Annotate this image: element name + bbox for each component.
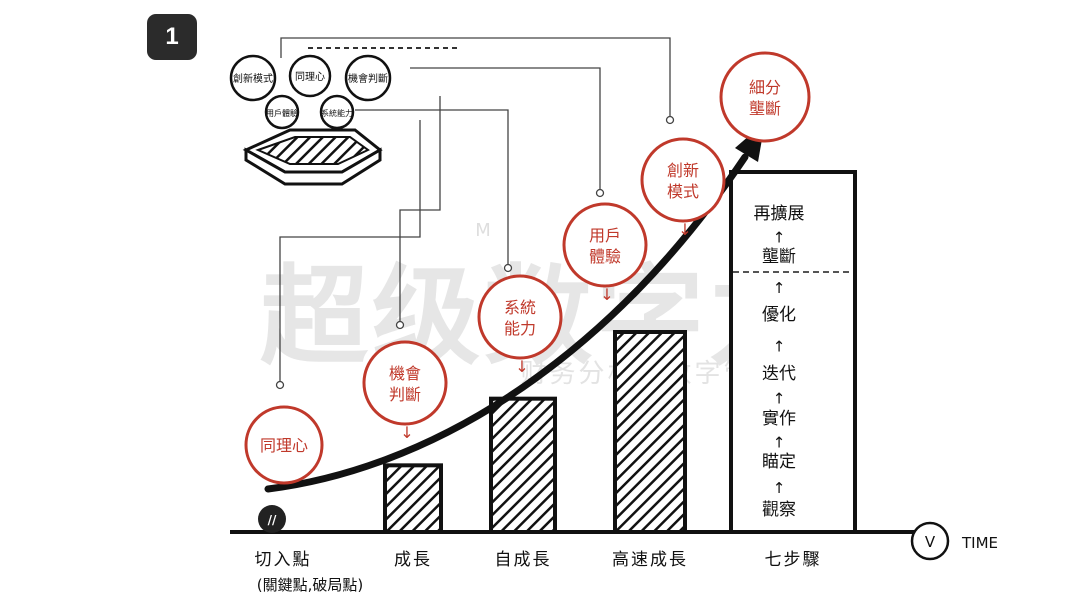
connector-end-dot xyxy=(503,263,513,273)
step-label-4: 優化 xyxy=(762,305,796,325)
category-label-3: 高速成長 xyxy=(612,550,688,570)
curve-label-4-line2: 模式 xyxy=(667,182,699,201)
curve-label-circle-2 xyxy=(477,274,563,360)
step-label-3: 迭代 xyxy=(762,364,796,384)
connector-line-4 xyxy=(280,37,671,120)
connector-end-dot xyxy=(275,380,285,390)
curve-label-5-line2: 壟斷 xyxy=(749,99,781,118)
step-arrow-icon: ↑ xyxy=(773,434,786,452)
connector-line-3 xyxy=(410,67,601,193)
hub-node-circle xyxy=(288,54,332,98)
category-label-2: 自成長 xyxy=(495,550,552,570)
curve-label-0: 同理心 xyxy=(260,436,308,455)
curve-label-arrow-icon: ↓ xyxy=(678,220,691,239)
step-label-5: 壟斷 xyxy=(762,247,796,267)
curve-label-circle-1 xyxy=(362,340,448,426)
connector-line-2 xyxy=(355,109,509,268)
curve-label-3-line2: 體驗 xyxy=(589,247,621,266)
clock-hand-mark: V xyxy=(925,533,936,551)
curve-label-1-line1: 機會 xyxy=(389,364,421,383)
step-arrow-icon: ↑ xyxy=(773,279,786,297)
step-label-2: 實作 xyxy=(762,409,796,429)
step-arrow-icon: ↑ xyxy=(773,479,786,497)
category-label-0: 切入點 xyxy=(255,550,312,570)
curve-label-circle-3 xyxy=(562,202,648,288)
connector-line-1 xyxy=(399,96,441,325)
step-arrow-icon: ↑ xyxy=(773,390,786,408)
start-point-dot xyxy=(258,505,286,533)
start-point-mark: // xyxy=(268,513,277,527)
curve-label-5-line1: 細分 xyxy=(749,78,781,97)
hub-node-circle xyxy=(264,94,300,130)
curve-label-1-line2: 判斷 xyxy=(389,385,421,404)
curve-label-arrow-icon: ↓ xyxy=(515,357,528,376)
bar-2 xyxy=(489,396,557,534)
bar-1 xyxy=(383,463,443,535)
category-label-4: 七步驟 xyxy=(765,550,822,570)
hub-node-label-0: 創新模式 xyxy=(233,72,273,85)
hub-platform-side xyxy=(244,147,382,186)
hub-node-circle xyxy=(344,54,392,102)
curve-label-circle-4 xyxy=(640,137,726,223)
connector-end-dot xyxy=(665,115,675,125)
hub-node-label-4: 系統能力 xyxy=(321,108,353,118)
hub-node-label-2: 機會判斷 xyxy=(348,72,388,85)
step-label-6: 再擴展 xyxy=(754,204,805,224)
step-label-1: 瞄定 xyxy=(762,452,796,472)
growth-curve xyxy=(264,153,749,493)
hub-node-circle xyxy=(229,54,277,102)
connector-end-dot xyxy=(395,320,405,330)
bar-steps-column xyxy=(729,170,857,534)
curve-label-3-line1: 用戶 xyxy=(589,226,621,245)
curve-label-2-line2: 能力 xyxy=(504,319,536,338)
watermark-tm-mark: M xyxy=(475,220,491,241)
time-axis-label: TIME xyxy=(961,534,998,552)
connector-line-0 xyxy=(279,120,421,385)
bar-3 xyxy=(613,330,687,534)
curve-label-circle-0 xyxy=(244,405,324,485)
hub-node-label-1: 同理心 xyxy=(295,71,325,83)
clock-icon xyxy=(910,521,950,561)
connector-end-dot xyxy=(595,188,605,198)
curve-label-arrow-icon: ↓ xyxy=(600,285,613,304)
step-arrow-icon: ↑ xyxy=(773,229,786,247)
step-label-0: 觀察 xyxy=(762,500,796,520)
curve-label-4-line1: 創新 xyxy=(667,161,699,180)
category-note: (關鍵點,破局點) xyxy=(257,576,363,594)
category-label-1: 成長 xyxy=(394,550,432,570)
hub-node-label-3: 用戶體驗 xyxy=(266,108,298,118)
figure-number-badge: 1 xyxy=(147,14,197,60)
step-arrow-icon: ↑ xyxy=(773,338,786,356)
hub-node-circle xyxy=(319,94,355,130)
curve-label-2-line1: 系統 xyxy=(504,298,536,317)
curve-label-circle-5 xyxy=(719,51,811,143)
hub-platform-ring xyxy=(255,136,370,165)
curve-label-arrow-icon: ↓ xyxy=(400,423,413,442)
